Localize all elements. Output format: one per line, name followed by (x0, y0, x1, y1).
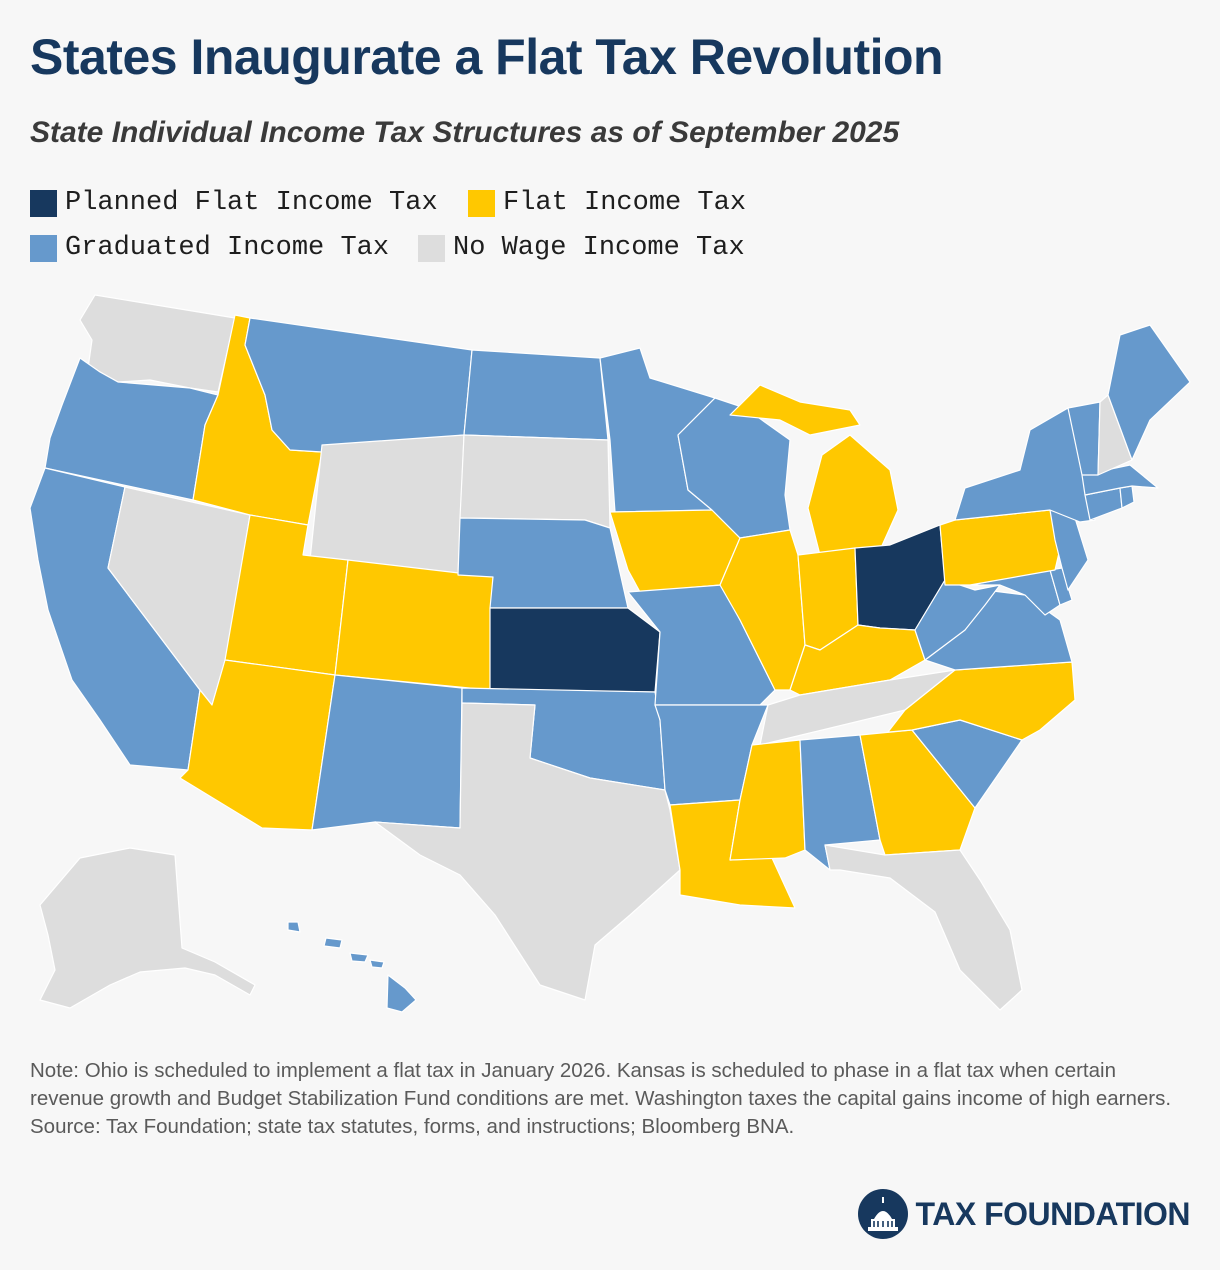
legend-label-planned: Planned Flat Income Tax (65, 188, 438, 218)
us-map (0, 270, 1220, 1050)
state-kansas[interactable] (489, 607, 661, 693)
state-south-dakota[interactable] (459, 434, 611, 529)
state-texas[interactable] (374, 702, 681, 1001)
legend-label-none: No Wage Income Tax (453, 233, 745, 263)
legend-item-planned: Planned Flat Income Tax (30, 188, 438, 218)
legend-item-flat: Flat Income Tax (468, 188, 746, 218)
note-text: Note: Ohio is scheduled to implement a f… (30, 1059, 1172, 1110)
legend-swatch-none (418, 234, 445, 262)
state-maine[interactable] (1107, 324, 1191, 461)
us-map-svg (29, 294, 1191, 1013)
legend-label-flat: Flat Income Tax (503, 188, 747, 218)
legend-item-graduated: Graduated Income Tax (30, 233, 389, 263)
state-delaware[interactable] (1049, 567, 1073, 606)
map-title: States Inaugurate a Flat Tax Revolution (30, 29, 944, 85)
capitol-dome-icon (857, 1189, 908, 1239)
legend-swatch-planned (30, 189, 57, 217)
map-subtitle: State Individual Income Tax Structures a… (30, 116, 900, 149)
legend-label-graduated: Graduated Income Tax (65, 233, 390, 263)
tax-foundation-logo: TAX FOUNDATION (857, 1186, 1191, 1242)
state-hawaii[interactable] (287, 921, 417, 1013)
state-montana[interactable] (244, 317, 473, 453)
legend-swatch-flat (468, 189, 495, 217)
legend: Planned Flat Income Tax Flat Income Tax … (30, 186, 790, 276)
state-wyoming[interactable] (309, 434, 465, 576)
state-michigan-upper[interactable] (729, 384, 861, 436)
state-michigan[interactable] (807, 434, 899, 556)
state-wisconsin[interactable] (677, 397, 791, 539)
state-north-dakota[interactable] (463, 349, 609, 441)
legend-item-none: No Wage Income Tax (418, 233, 745, 263)
state-alaska[interactable] (39, 847, 256, 1009)
logo-text: TAX FOUNDATION (915, 1195, 1191, 1232)
state-florida[interactable] (824, 844, 1023, 1011)
state-iowa[interactable] (609, 509, 741, 593)
footnote: Note: Ohio is scheduled to implement a f… (30, 1057, 1195, 1141)
state-colorado[interactable] (334, 559, 494, 691)
source-text: Source: Tax Foundation; state tax statut… (30, 1115, 795, 1138)
state-new-mexico[interactable] (311, 674, 463, 831)
legend-swatch-graduated (30, 234, 57, 262)
state-rhode-island[interactable] (1119, 485, 1135, 509)
